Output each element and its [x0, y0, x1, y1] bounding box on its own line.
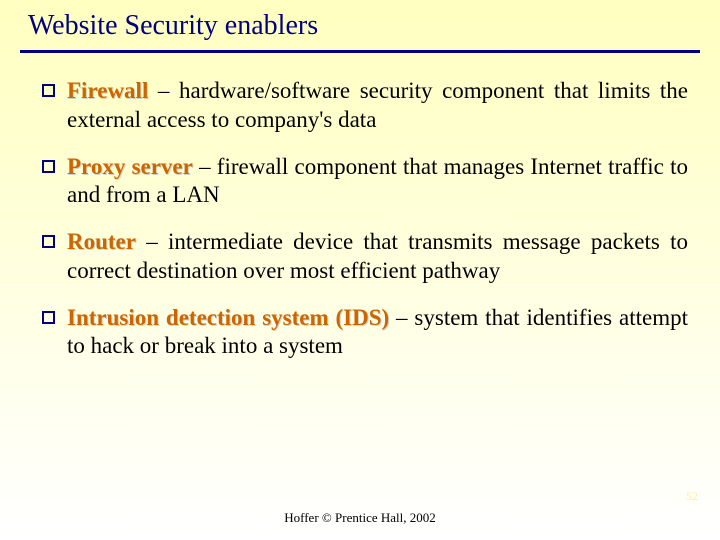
- bullet-text: Proxy server – firewall component that m…: [67, 153, 688, 211]
- desc-firewall: – hardware/software security component t…: [67, 78, 688, 132]
- term-proxy: Proxy server: [67, 154, 193, 179]
- slide-title: Website Security enablers: [28, 10, 720, 42]
- list-item: Firewall – hardware/software security co…: [42, 77, 688, 135]
- bullet-text: Intrusion detection system (IDS) – syste…: [67, 304, 688, 362]
- footer-text: Hoffer © Prentice Hall, 2002: [0, 510, 720, 526]
- bullet-square-icon: [42, 235, 55, 248]
- list-item: Proxy server – firewall component that m…: [42, 153, 688, 211]
- bullet-square-icon: [42, 84, 55, 97]
- desc-router: – intermediate device that transmits mes…: [67, 229, 688, 283]
- list-item: Router – intermediate device that transm…: [42, 228, 688, 286]
- bullet-text: Router – intermediate device that transm…: [67, 228, 688, 286]
- bullet-square-icon: [42, 160, 55, 173]
- bullet-text: Firewall – hardware/software security co…: [67, 77, 688, 135]
- content-area: Firewall – hardware/software security co…: [0, 53, 720, 361]
- list-item: Intrusion detection system (IDS) – syste…: [42, 304, 688, 362]
- term-ids: Intrusion detection system (IDS): [67, 305, 389, 330]
- bullet-square-icon: [42, 311, 55, 324]
- page-number: 52: [686, 489, 698, 504]
- title-area: Website Security enablers: [0, 0, 720, 48]
- term-router: Router: [67, 229, 136, 254]
- term-firewall: Firewall: [67, 78, 148, 103]
